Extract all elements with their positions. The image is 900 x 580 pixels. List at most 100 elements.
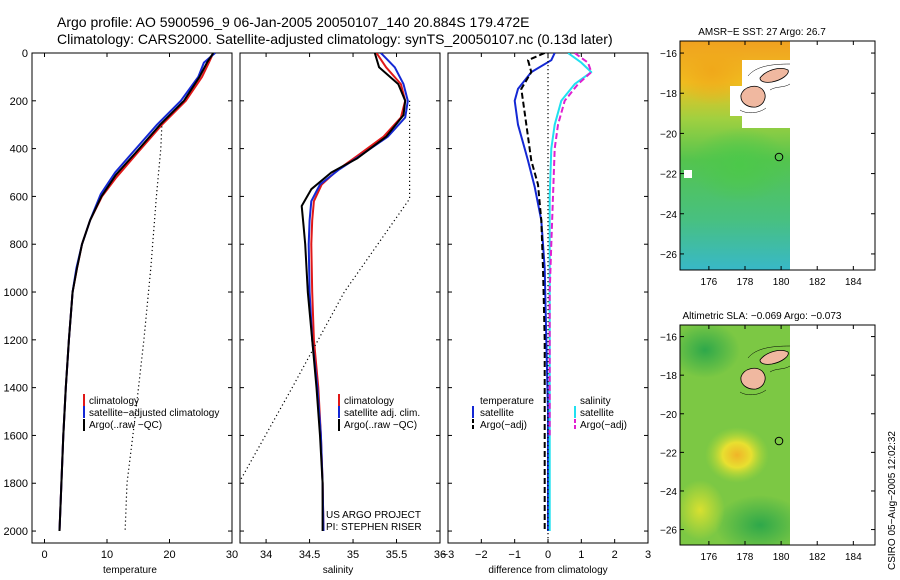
y-tick-label: 600 xyxy=(10,191,28,203)
series-line xyxy=(300,53,407,531)
y-tick-label: 2000 xyxy=(4,526,28,538)
difference-xlabel: difference from climatology xyxy=(488,565,607,576)
map-y-tick-label: −16 xyxy=(660,49,677,60)
y-tick-label: 1400 xyxy=(4,383,28,395)
y-tick-label: 0 xyxy=(22,48,28,60)
map-x-tick-label: 182 xyxy=(809,552,826,563)
viti-levu-island xyxy=(740,367,766,390)
x-tick-label: −1 xyxy=(508,549,521,561)
series-line xyxy=(124,122,163,532)
x-tick-label: 20 xyxy=(163,549,175,561)
legend-label-satellite-adjusted: satellite−adjusted climatology xyxy=(89,408,219,419)
legend-label-sal-argo: Argo(−adj) xyxy=(580,420,627,431)
salinity-xlabel: salinity xyxy=(323,565,354,576)
map-y-tick-label: −26 xyxy=(660,250,677,261)
legend-heading-temperature: temperature xyxy=(480,396,534,407)
series-line xyxy=(58,53,216,532)
sst-green-patch xyxy=(690,127,790,203)
map-x-tick-label: 184 xyxy=(845,552,862,563)
salinity-legend: climatology satellite adj. clim. Argo(..… xyxy=(338,394,420,431)
sla-low-patch xyxy=(680,325,740,378)
map-x-tick-label: 184 xyxy=(845,277,862,288)
map-x-tick-label: 176 xyxy=(701,277,718,288)
temperature-legend: climatology satellite−adjusted climatolo… xyxy=(83,394,219,431)
legend-heading-salinity: salinity xyxy=(580,396,611,407)
panel-series-group xyxy=(58,53,216,532)
map-y-tick-label: −24 xyxy=(660,210,677,221)
legend-label-temp-argo: Argo(−adj) xyxy=(480,420,527,431)
profile-lines-layer xyxy=(58,53,593,543)
reef-contours xyxy=(739,345,790,395)
legend-label-temp-satellite: satellite xyxy=(480,408,514,419)
series-line xyxy=(58,53,215,532)
legend-label-sal-satellite: satellite xyxy=(580,408,614,419)
map-y-tick-label: −16 xyxy=(660,333,677,344)
side-credit: CSIRO 05−Aug−2005 12:02:32 xyxy=(887,431,898,570)
axes-layer: 0 10 20 30020040060080010001200140016001800… xyxy=(4,48,652,561)
map-y-tick-label: −20 xyxy=(660,410,677,421)
vanua-levu-island xyxy=(759,350,789,365)
map-y-tick-label: −20 xyxy=(660,129,677,140)
x-tick-label: 0 xyxy=(41,549,47,561)
sla-low-patch xyxy=(715,495,790,545)
salinity-plot-frame xyxy=(239,52,441,544)
legend-label-argo-raw: Argo(..raw −QC) xyxy=(344,420,417,431)
argo-float-marker xyxy=(774,152,784,162)
panel-series-group xyxy=(240,53,411,532)
map-x-tick-label: 178 xyxy=(737,277,754,288)
sst-map-axes: 176 178 180 182 184 −16 −18 −20 −22 −24 −26 xyxy=(660,41,875,288)
series-line xyxy=(310,53,407,532)
sla-map-axes: 176 178 180 182 184 −16 −18 −20 −22 −24 −26 xyxy=(660,325,875,563)
sla-high-anomaly xyxy=(705,427,769,483)
map-y-tick-label: −18 xyxy=(660,371,677,382)
map-y-tick-label: −22 xyxy=(660,448,677,459)
map-y-tick-label: −26 xyxy=(660,526,677,537)
x-tick-label: 35.5 xyxy=(386,549,407,561)
map-x-tick-label: 178 xyxy=(737,552,754,563)
sla-map xyxy=(680,325,790,545)
vanua-levu-island xyxy=(759,68,789,83)
series-line xyxy=(513,53,556,531)
legend-label-satellite-adj: satellite adj. clim. xyxy=(344,408,420,419)
argo-float-marker xyxy=(774,436,784,446)
x-tick-label: 2 xyxy=(612,549,618,561)
map-y-tick-label: −24 xyxy=(660,487,677,498)
x-tick-label: 0 xyxy=(545,549,551,561)
panel-series-group xyxy=(513,53,593,543)
project-credit-line1: US ARGO PROJECT xyxy=(326,510,421,521)
sla-map-title: Altimetric SLA: −0.069 Argo: −0.073 xyxy=(683,311,842,322)
series-line xyxy=(548,53,593,531)
sst-map-title: AMSR−E SST: 27 Argo: 26.7 xyxy=(698,27,826,38)
x-tick-label: 10 xyxy=(101,549,113,561)
viti-levu-island xyxy=(740,85,766,108)
sla-mid-patch xyxy=(680,480,725,540)
map-y-tick-label: −22 xyxy=(660,170,677,181)
series-line xyxy=(520,53,546,531)
map-y-tick-label: −18 xyxy=(660,89,677,100)
series-line xyxy=(307,53,409,532)
map-x-tick-label: 182 xyxy=(809,277,826,288)
x-tick-label: 36 xyxy=(434,549,446,561)
figure-title-line2: Climatology: CARS2000. Satellite-adjuste… xyxy=(57,31,613,47)
map-x-tick-label: 180 xyxy=(773,552,790,563)
figure-title-line1: Argo profile: AO 5900596_9 06-Jan-2005 2… xyxy=(57,14,530,30)
x-tick-label: 3 xyxy=(645,549,651,561)
difference-legend: temperature satellite Argo(−adj) salinit… xyxy=(472,396,627,431)
x-tick-label: 34 xyxy=(260,549,272,561)
reef-contours xyxy=(739,63,790,113)
y-tick-label: 800 xyxy=(10,239,28,251)
temperature-xlabel: temperature xyxy=(103,565,157,576)
series-line xyxy=(548,53,593,436)
y-tick-label: 1600 xyxy=(4,430,28,442)
y-tick-label: 200 xyxy=(10,96,28,108)
x-tick-label: −2 xyxy=(475,549,488,561)
legend-label-argo-raw: Argo(..raw −QC) xyxy=(89,420,162,431)
y-tick-label: 1800 xyxy=(4,478,28,490)
project-credit-line2: PI: STEPHEN RISER xyxy=(326,522,422,533)
y-tick-label: 1200 xyxy=(4,335,28,347)
map-x-tick-label: 180 xyxy=(773,277,790,288)
x-tick-label: 34.5 xyxy=(299,549,320,561)
series-line xyxy=(58,53,215,532)
sla-map-frame xyxy=(679,324,876,546)
